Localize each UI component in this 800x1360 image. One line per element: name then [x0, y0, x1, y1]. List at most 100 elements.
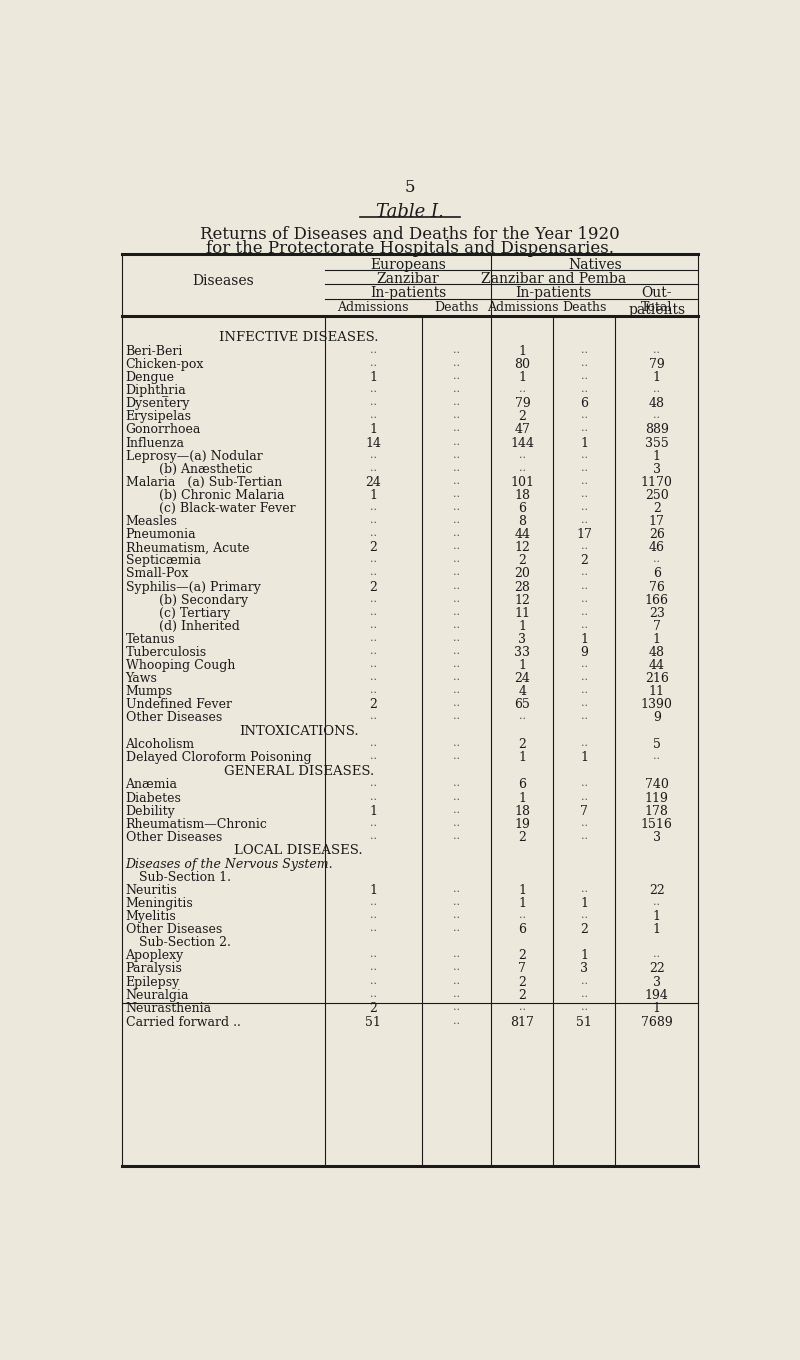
Text: ..: .. [453, 345, 460, 355]
Text: ..: .. [581, 462, 588, 473]
Text: Natives: Natives [568, 258, 622, 272]
Text: Neurasthenia: Neurasthenia [126, 1002, 212, 1015]
Text: Out-
patients: Out- patients [628, 286, 686, 317]
Text: Europeans: Europeans [370, 258, 446, 272]
Text: (c) Tertiary: (c) Tertiary [142, 607, 230, 620]
Text: 3: 3 [653, 831, 661, 843]
Text: ..: .. [581, 515, 588, 525]
Text: ..: .. [453, 738, 460, 748]
Text: Myelitis: Myelitis [126, 910, 176, 923]
Text: ..: .. [370, 660, 377, 669]
Text: Paralysis: Paralysis [126, 963, 182, 975]
Text: ..: .. [519, 450, 526, 460]
Text: Returns of Diseases and Deaths for the Year 1920: Returns of Diseases and Deaths for the Y… [200, 226, 620, 243]
Text: 6: 6 [653, 567, 661, 581]
Text: ..: .. [453, 581, 460, 590]
Text: 44: 44 [514, 528, 530, 541]
Text: ..: .. [654, 411, 660, 420]
Text: ..: .. [519, 1002, 526, 1012]
Text: 48: 48 [649, 646, 665, 660]
Text: ..: .. [654, 898, 660, 907]
Text: Gonorrhoea: Gonorrhoea [126, 423, 201, 437]
Text: ..: .. [581, 738, 588, 748]
Text: 22: 22 [649, 884, 665, 898]
Text: ..: .. [370, 778, 377, 789]
Text: ..: .. [453, 462, 460, 473]
Text: (c) Black-water Fever: (c) Black-water Fever [142, 502, 295, 515]
Text: Debility: Debility [126, 805, 175, 817]
Text: Yaws: Yaws [126, 672, 158, 685]
Text: Admissions: Admissions [486, 301, 558, 314]
Text: 76: 76 [649, 581, 665, 593]
Text: 1: 1 [518, 792, 526, 805]
Text: Carried forward ..: Carried forward .. [126, 1016, 241, 1030]
Text: for the Protectorate Hospitals and Dispensaries.: for the Protectorate Hospitals and Dispe… [206, 241, 614, 257]
Text: 2: 2 [370, 1002, 377, 1015]
Text: 3: 3 [518, 632, 526, 646]
Text: ..: .. [581, 450, 588, 460]
Text: ..: .. [453, 963, 460, 972]
Text: Pneumonia: Pneumonia [126, 528, 196, 541]
Text: (b) Secondary: (b) Secondary [142, 593, 248, 607]
Text: ..: .. [453, 698, 460, 709]
Text: 144: 144 [510, 437, 534, 450]
Text: ..: .. [453, 411, 460, 420]
Text: ..: .. [581, 817, 588, 828]
Text: Rheumatism, Acute: Rheumatism, Acute [126, 541, 249, 555]
Text: ..: .. [453, 884, 460, 894]
Text: ..: .. [453, 805, 460, 815]
Text: ..: .. [453, 778, 460, 789]
Text: 14: 14 [365, 437, 381, 450]
Text: Septicæmia: Septicæmia [126, 555, 201, 567]
Text: 79: 79 [649, 358, 665, 371]
Text: 1: 1 [369, 371, 377, 384]
Text: ..: .. [453, 567, 460, 578]
Text: ..: .. [581, 792, 588, 801]
Text: 18: 18 [514, 805, 530, 817]
Text: In-patients: In-patients [515, 286, 591, 299]
Text: ..: .. [370, 672, 377, 683]
Text: 817: 817 [510, 1016, 534, 1030]
Text: ..: .. [453, 1002, 460, 1012]
Text: ..: .. [453, 923, 460, 933]
Text: ..: .. [453, 476, 460, 486]
Text: 1: 1 [653, 1002, 661, 1015]
Text: 6: 6 [518, 502, 526, 515]
Text: ..: .. [453, 949, 460, 959]
Text: ..: .. [581, 989, 588, 998]
Text: ..: .. [581, 831, 588, 840]
Text: ..: .. [453, 515, 460, 525]
Text: 18: 18 [514, 488, 530, 502]
Text: GENERAL DISEASES.: GENERAL DISEASES. [224, 764, 374, 778]
Text: ..: .. [519, 384, 526, 394]
Text: ..: .. [453, 488, 460, 499]
Text: ..: .. [581, 476, 588, 486]
Text: 3: 3 [653, 462, 661, 476]
Text: 1390: 1390 [641, 698, 673, 711]
Text: Influenza: Influenza [126, 437, 185, 450]
Text: 12: 12 [514, 541, 530, 555]
Text: ..: .. [654, 555, 660, 564]
Text: ..: .. [581, 1002, 588, 1012]
Text: 11: 11 [514, 607, 530, 620]
Text: ..: .. [519, 462, 526, 473]
Text: Beri-Beri: Beri-Beri [126, 345, 183, 358]
Text: ..: .. [370, 515, 377, 525]
Text: 1: 1 [580, 752, 588, 764]
Text: ..: .. [581, 620, 588, 630]
Text: 24: 24 [366, 476, 381, 488]
Text: ..: .. [581, 884, 588, 894]
Text: 1170: 1170 [641, 476, 673, 488]
Text: ..: .. [370, 397, 377, 407]
Text: ..: .. [453, 423, 460, 434]
Text: 2: 2 [370, 581, 377, 593]
Text: ..: .. [581, 423, 588, 434]
Text: ..: .. [370, 502, 377, 511]
Text: INFECTIVE DISEASES.: INFECTIVE DISEASES. [219, 330, 378, 344]
Text: 7: 7 [581, 805, 588, 817]
Text: 48: 48 [649, 397, 665, 411]
Text: ..: .. [581, 910, 588, 921]
Text: Table I.: Table I. [376, 203, 444, 222]
Text: ..: .. [581, 607, 588, 616]
Text: 1: 1 [369, 488, 377, 502]
